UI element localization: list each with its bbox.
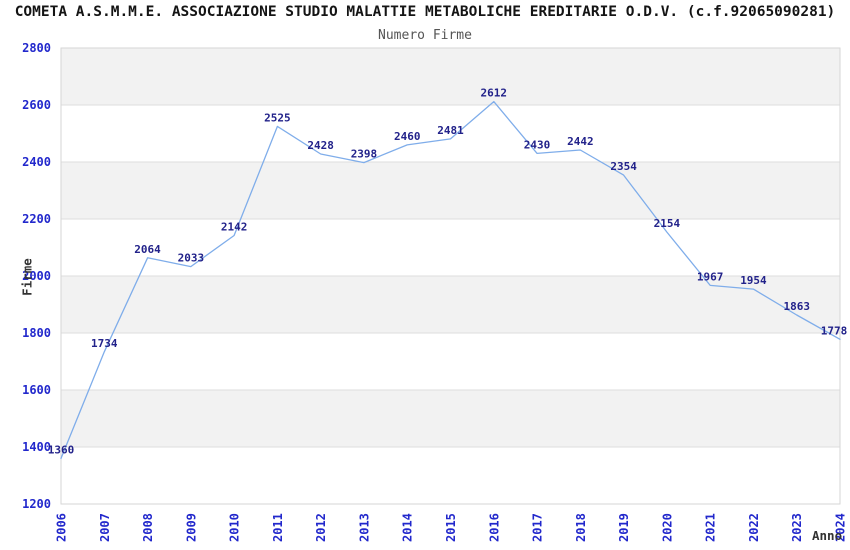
plot-band [61,390,840,447]
x-tick-label: 2011 [271,513,285,542]
data-point-label: 2142 [221,221,248,234]
x-tick-label: 2015 [444,513,458,542]
data-point-label: 2154 [654,217,681,230]
data-point-label: 2612 [481,87,508,100]
x-tick-label: 2020 [660,513,674,542]
x-tick-label: 2007 [98,513,112,542]
data-point-label: 2354 [610,160,637,173]
plot-band [61,162,840,219]
plot-border [60,47,841,505]
plot-band [61,276,840,333]
data-point-label: 2460 [394,130,421,143]
x-tick-label: 2009 [184,513,198,542]
x-tick-label: 2024 [834,513,848,542]
data-point-label: 1954 [740,274,767,287]
data-point-label: 1967 [697,270,724,283]
data-point-label: 2481 [437,124,464,137]
y-tick-label: 1200 [22,497,51,511]
data-point-label: 2398 [351,148,378,161]
x-tick-label: 2023 [790,513,804,542]
y-tick-label: 1800 [22,326,51,340]
x-tick-label: 2022 [747,513,761,542]
data-point-label: 1360 [48,443,75,456]
y-tick-label: 2800 [22,41,51,55]
x-tick-label: 2019 [617,513,631,542]
x-tick-label: 2018 [574,513,588,542]
x-tick-label: 2017 [531,513,545,542]
data-point-label: 2442 [567,135,594,148]
chart-title: COMETA A.S.M.M.E. ASSOCIAZIONE STUDIO MA… [14,4,836,20]
y-tick-label: 2400 [22,155,51,169]
data-line [60,100,841,460]
chart-subtitle: Numero Firme [378,28,472,43]
y-tick-label: 2600 [22,98,51,112]
data-point-label: 1734 [91,337,118,350]
x-tick-label: 2013 [357,513,371,542]
data-point-label: 2525 [264,111,291,124]
x-tick-label: 2012 [314,513,328,542]
x-tick-label: 2010 [228,513,242,542]
y-tick-label: 2200 [22,212,51,226]
y-tick-label: 1400 [22,440,51,454]
data-point-label: 2064 [134,243,161,256]
x-tick-label: 2021 [704,513,718,542]
data-point-label: 2033 [178,252,205,265]
y-axis-title: Firme [19,258,35,296]
y-tick-label: 2000 [22,269,51,283]
x-axis-title: Anno [812,528,843,543]
data-point-label: 2430 [524,138,551,151]
x-tick-label: 2014 [401,513,415,542]
x-tick-label: 2016 [487,513,501,542]
x-tick-label: 2006 [55,513,69,542]
plot-band [61,48,840,105]
data-point-label: 1778 [821,324,848,337]
x-tick-label: 2008 [141,513,155,542]
data-point-label: 2428 [307,139,334,152]
y-tick-label: 1600 [22,383,51,397]
data-point-label: 1863 [783,300,810,313]
